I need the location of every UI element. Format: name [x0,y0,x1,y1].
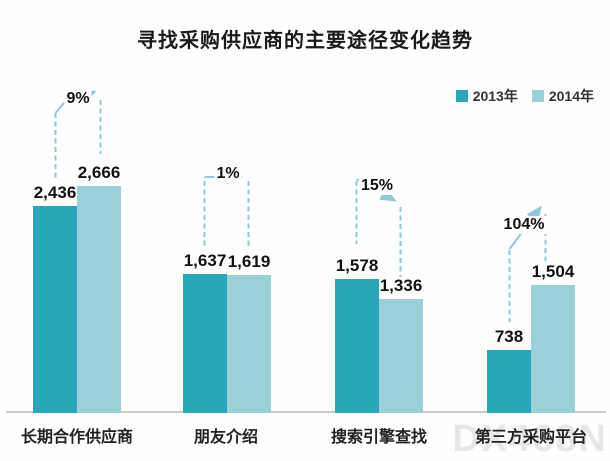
value-label-2014-search-engine: 1,336 [379,276,423,295]
category-label-long-term-supplier: 长期合作供应商 [20,429,133,446]
bar-2014-search-engine: 1,336 [379,276,423,413]
change-label-1: 9% [64,90,92,108]
bar-2014-friend-referral: 1,619 [227,252,271,413]
value-label-2013-long-term-supplier: 2,436 [33,183,77,202]
bar-2014-long-term-supplier: 2,666 [77,163,121,413]
watermark: DX468N [452,418,608,460]
value-label-2013-friend-referral: 1,637 [183,251,227,270]
legend-swatch-2014 [531,90,544,102]
bar-2013-long-term-supplier: 2,436 [33,183,77,413]
category-label-friend-referral: 朋友介绍 [193,429,258,446]
x-axis-line [6,411,606,413]
category-label-third-party-platform: 第三方采购平台 [474,429,587,446]
legend: 2013年 2014年 [455,86,594,106]
value-label-2014-third-party-platform: 1,504 [531,262,575,281]
legend-swatch-2013 [455,90,468,102]
bar-2013-third-party-platform: 738 [487,327,531,413]
legend-item-2013: 2013年 [455,86,518,106]
bar-2013-search-engine: 1,578 [335,256,379,413]
legend-label-2013: 2013年 [472,88,518,104]
value-label-2014-friend-referral: 1,619 [227,252,271,271]
value-label-2013-search-engine: 1,578 [335,256,379,275]
bar-group-third-party-platform: 738 1,504 [487,262,575,413]
change-label-3: 15% [358,177,396,195]
value-label-2013-third-party-platform: 738 [494,327,524,346]
change-label-4: 104% [501,216,547,234]
legend-label-2014: 2014年 [548,88,594,104]
change-label-2: 1% [214,165,242,183]
chart-title: 寻找采购供应商的主要途径变化趋势 [137,30,473,52]
bar-2014-third-party-platform: 1,504 [531,262,575,413]
value-label-2014-long-term-supplier: 2,666 [77,163,121,182]
bar-group-search-engine: 1,578 1,336 [335,256,423,413]
category-label-search-engine: 搜索引擎查找 [330,429,427,446]
bar-group-friend-referral: 1,637 1,619 [183,251,271,413]
legend-item-2014: 2014年 [531,86,594,106]
bar-2013-friend-referral: 1,637 [183,251,227,413]
bar-group-long-term-supplier: 2,436 2,666 [33,163,121,413]
